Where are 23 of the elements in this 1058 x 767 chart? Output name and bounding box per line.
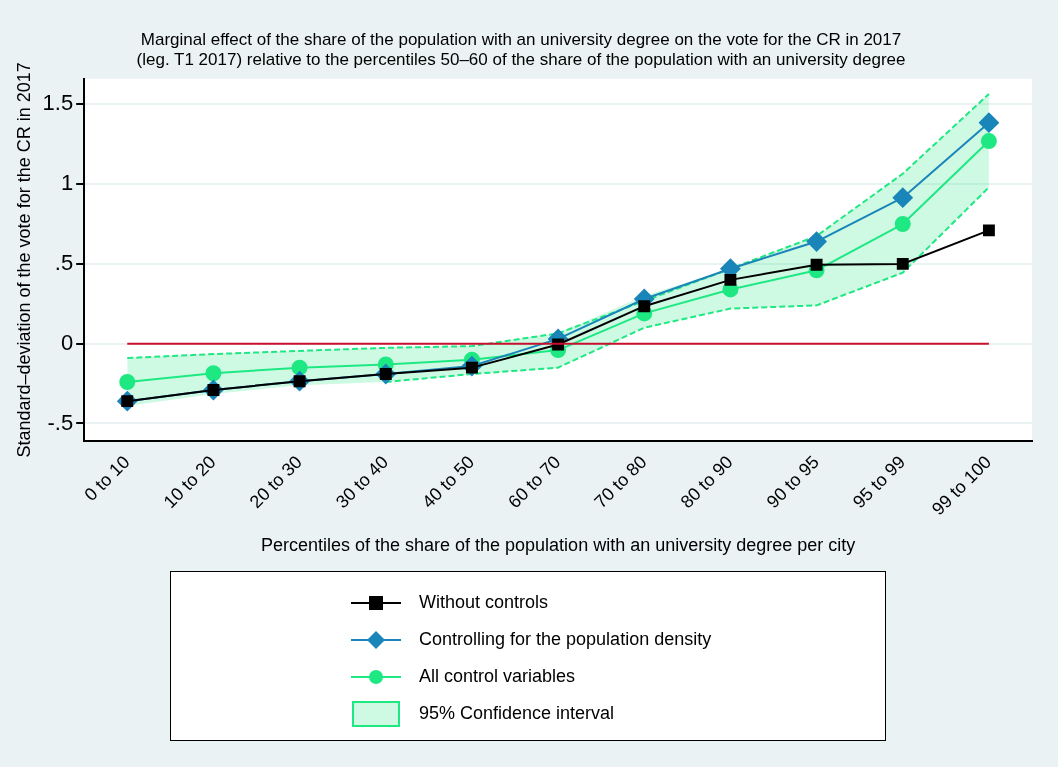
y-tick-label: -.5 bbox=[47, 409, 74, 435]
x-tick-label: 90 to 95 bbox=[762, 451, 823, 513]
x-tick-label: 99 to 100 bbox=[928, 451, 996, 520]
y-tick-label: .5 bbox=[54, 249, 74, 275]
legend-label: Controlling for the population density bbox=[419, 629, 712, 650]
legend-label: All control variables bbox=[419, 666, 576, 687]
x-axis-title: Percentiles of the share of the population with an university degree per city bbox=[260, 535, 856, 556]
legend-label: Without controls bbox=[419, 592, 549, 613]
chart-title: Marginal effect of the share of the population with an university degree on the vote for the CR in 2017 (leg. T1 2017) relative to the percentiles 50–60 of the share of the population with an university degree bbox=[136, 29, 906, 70]
x-tick-label: 80 to 90 bbox=[676, 451, 737, 513]
x-tick-label: 20 to 30 bbox=[245, 451, 306, 513]
x-tick-label: 95 to 99 bbox=[848, 451, 910, 513]
y-axis-title: Standard–deviation of the vote for the CR in 2017 bbox=[13, 62, 34, 458]
y-tick-label: 0 bbox=[60, 329, 74, 355]
y-tick-label: 1.5 bbox=[42, 90, 74, 116]
x-tick-label: 10 to 20 bbox=[159, 451, 220, 513]
x-tick-label: 70 to 80 bbox=[590, 451, 651, 513]
x-tick-label: 60 to 70 bbox=[504, 451, 565, 513]
x-tick-label: 0 to 10 bbox=[80, 451, 134, 505]
legend-label: 95% Confidence interval bbox=[419, 703, 615, 724]
y-tick-label: 1 bbox=[60, 170, 74, 196]
x-tick-label: 30 to 40 bbox=[331, 451, 393, 513]
x-tick-label: 40 to 50 bbox=[418, 451, 479, 513]
